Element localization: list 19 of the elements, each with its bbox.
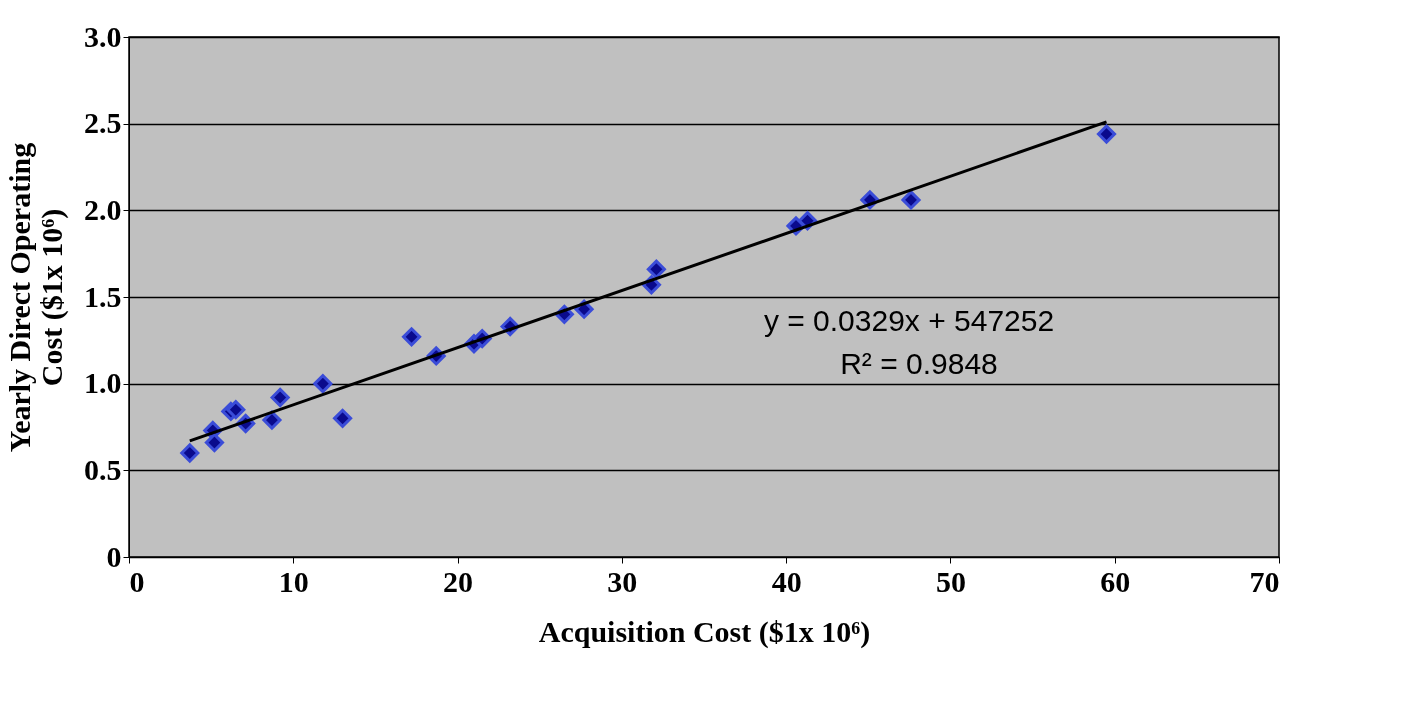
y-tick-label: 1.0: [84, 366, 122, 400]
x-tick-label: 30: [607, 564, 638, 598]
x-tick-label: 20: [443, 564, 474, 598]
x-tick-label: 40: [771, 564, 802, 598]
y-axis-title: Yearly Direct Operating Cost ($1x 10⁶): [3, 142, 69, 453]
x-tick-label: 0: [129, 564, 145, 598]
annotation: y = 0.0329x + 547252: [763, 304, 1055, 337]
x-tick-label: 10: [278, 564, 309, 598]
x-tick-label: 70: [1249, 564, 1280, 598]
y-tick-label: 2.5: [84, 106, 122, 140]
y-tick-label: 2.0: [84, 192, 122, 226]
annotation: R² = 0.9848: [840, 347, 998, 380]
y-tick-label: 1.5: [84, 279, 122, 313]
x-tick-label: 60: [1100, 564, 1131, 598]
x-tick-label: 50: [935, 564, 966, 598]
y-tick-label: 3.0: [84, 19, 122, 53]
y-tick-label: 0: [106, 539, 122, 573]
x-axis-title: Acquisition Cost ($1x 10⁶): [538, 614, 871, 649]
y-tick-label: 0.5: [84, 452, 122, 486]
